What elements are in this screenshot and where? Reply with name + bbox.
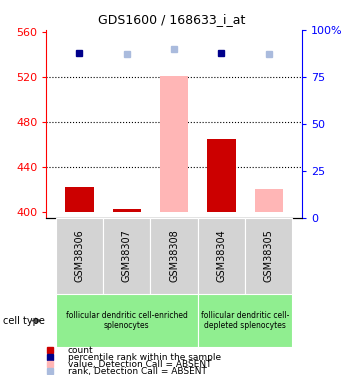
Text: percentile rank within the sample: percentile rank within the sample [68,353,221,362]
Bar [56,294,198,347]
Bar [198,294,292,347]
Text: follicular dendritic cell-enriched
splenocytes: follicular dendritic cell-enriched splen… [66,311,188,330]
Bar [160,76,188,212]
Text: count: count [68,346,93,355]
Text: GDS1600 / 168633_i_at: GDS1600 / 168633_i_at [98,13,245,26]
Bar [245,217,292,294]
Bar [65,187,94,212]
Bar [56,217,103,294]
Text: GSM38308: GSM38308 [169,230,179,282]
Bar [198,217,245,294]
Text: GSM38306: GSM38306 [74,230,84,282]
Text: rank, Detection Call = ABSENT: rank, Detection Call = ABSENT [68,367,206,375]
Bar [103,217,151,294]
Text: value, Detection Call = ABSENT: value, Detection Call = ABSENT [68,360,211,369]
Text: GSM38304: GSM38304 [216,230,226,282]
Bar [255,189,283,212]
Text: follicular dendritic cell-
depleted splenocytes: follicular dendritic cell- depleted sple… [201,311,289,330]
Bar [151,217,198,294]
Text: cell type: cell type [3,316,45,326]
Text: GSM38307: GSM38307 [122,230,132,282]
Bar [113,209,141,212]
Bar [207,139,236,212]
Text: GSM38305: GSM38305 [264,230,274,282]
